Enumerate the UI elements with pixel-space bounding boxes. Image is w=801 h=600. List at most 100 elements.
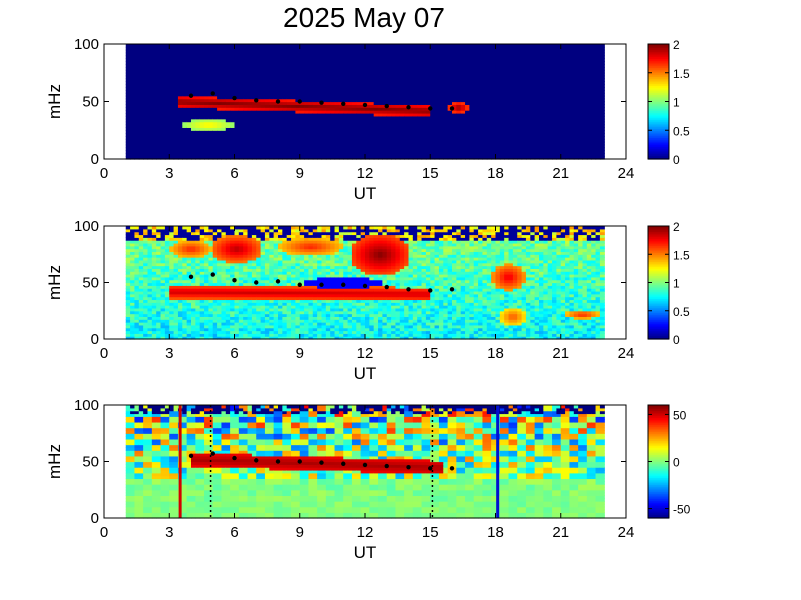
heatmap-cell	[247, 92, 253, 97]
heatmap-cell	[412, 75, 418, 80]
heatmap-cell	[595, 44, 601, 48]
heatmap-cell	[351, 130, 357, 134]
heatmap-cell	[595, 98, 601, 103]
heatmap-cell	[373, 121, 379, 126]
heatmap-cell	[399, 115, 405, 120]
heatmap-cell	[443, 144, 449, 149]
heatmap-cell	[134, 322, 140, 326]
heatmap-cell	[286, 124, 292, 128]
heatmap-cell	[447, 78, 453, 82]
heatmap-cell	[195, 101, 201, 105]
heatmap-cell	[208, 113, 214, 117]
heatmap-cell	[412, 118, 418, 123]
heatmap-cell	[208, 55, 214, 59]
heatmap-cell	[269, 127, 275, 131]
heatmap-top	[125, 44, 605, 160]
heatmap-cell	[251, 153, 257, 157]
y-tick-label: 0	[91, 151, 99, 168]
heatmap-cell	[334, 58, 340, 62]
heatmap-cell	[164, 254, 170, 258]
heatmap-cell	[569, 121, 575, 126]
heatmap-cell	[138, 147, 144, 151]
heatmap-cell	[247, 58, 253, 62]
colorbar-segment	[648, 141, 669, 144]
heatmap-cell	[278, 147, 283, 151]
heatmap-cell	[447, 84, 453, 88]
heatmap-cell	[234, 110, 240, 114]
heatmap-cell	[164, 330, 170, 334]
heatmap-cell	[182, 121, 188, 126]
heatmap-cell	[338, 75, 344, 80]
heatmap-cell	[434, 98, 440, 103]
heatmap-cell	[160, 330, 166, 334]
heatmap-cell	[243, 49, 249, 54]
heatmap-cell	[312, 95, 318, 100]
heatmap-cell	[460, 81, 466, 85]
heatmap-cell	[247, 49, 253, 54]
heatmap-cell	[164, 104, 170, 108]
heatmap-cell	[499, 61, 505, 65]
heatmap-cell	[499, 130, 505, 134]
heatmap-cell	[325, 156, 331, 160]
heatmap-cell	[308, 78, 314, 82]
heatmap-cell	[234, 61, 240, 65]
heatmap-cell	[408, 150, 414, 154]
heatmap-cell	[177, 67, 183, 71]
heatmap-cell	[169, 115, 175, 120]
heatmap-cell	[182, 147, 188, 151]
heatmap-cell	[125, 133, 131, 137]
heatmap-cell	[247, 124, 253, 128]
heatmap-cell	[343, 92, 349, 97]
heatmap-cell	[356, 121, 362, 126]
heatmap-cell	[378, 153, 383, 157]
heatmap-cell	[125, 322, 131, 326]
heatmap-cell	[482, 138, 488, 143]
heatmap-cell	[525, 147, 531, 151]
colorbar-segment	[648, 79, 669, 83]
heatmap-cell	[469, 136, 475, 140]
heatmap-cell	[317, 90, 323, 94]
heatmap-cell	[595, 55, 601, 59]
heatmap-cell	[473, 87, 479, 91]
heatmap-cell	[160, 55, 166, 59]
heatmap-cell	[143, 101, 149, 105]
heatmap-cell	[278, 61, 283, 65]
heatmap-cell	[443, 61, 449, 65]
heatmap-cell	[251, 61, 257, 65]
heatmap-cell	[465, 58, 470, 62]
heatmap-cell	[560, 52, 566, 57]
heatmap-cell	[130, 67, 136, 71]
heatmap-cell	[260, 98, 266, 103]
heatmap-cell	[191, 58, 196, 62]
heatmap-cell	[460, 46, 466, 51]
heatmap-cell	[217, 113, 223, 117]
heatmap-cell	[573, 115, 579, 120]
heatmap-cell	[156, 279, 162, 284]
heatmap-cell	[351, 52, 357, 57]
heatmap-cell	[251, 138, 257, 143]
heatmap-cell	[186, 127, 192, 131]
heatmap-cell	[317, 121, 323, 126]
heatmap-cell	[473, 133, 479, 137]
heatmap-cell	[378, 144, 383, 149]
heatmap-cell	[295, 92, 301, 97]
heatmap-cell	[517, 118, 523, 123]
heatmap-cell	[391, 67, 397, 71]
heatmap-cell	[278, 95, 283, 100]
heatmap-cell	[469, 150, 475, 154]
heatmap-cell	[491, 107, 497, 111]
heatmap-cell	[452, 69, 457, 74]
heatmap-cell	[582, 81, 588, 85]
heatmap-cell	[395, 118, 401, 123]
heatmap-cell	[164, 327, 170, 332]
heatmap-cell	[260, 49, 266, 54]
heatmap-cell	[347, 90, 353, 94]
heatmap-cell	[169, 67, 175, 71]
heatmap-cell	[373, 130, 379, 134]
heatmap-cell	[469, 95, 475, 100]
heatmap-cell	[256, 130, 262, 134]
heatmap-cell	[434, 90, 440, 94]
heatmap-cell	[373, 104, 379, 108]
heatmap-cell	[430, 46, 436, 51]
heatmap-cell	[125, 245, 131, 250]
